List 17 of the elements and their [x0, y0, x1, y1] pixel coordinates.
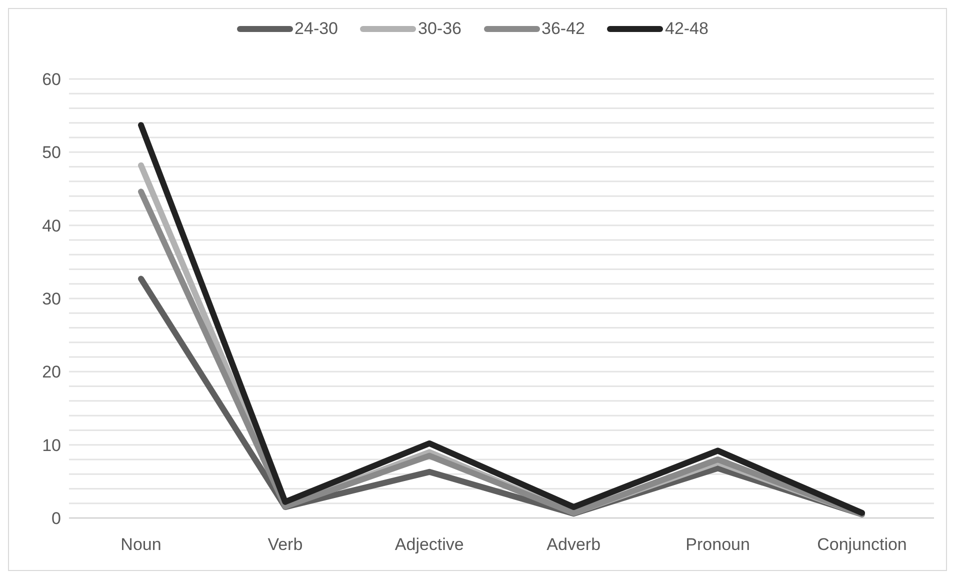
y-tick-label: 60 — [42, 70, 61, 90]
y-tick-label: 30 — [42, 290, 61, 309]
y-tick-label: 0 — [52, 509, 61, 528]
legend-label: 30-36 — [418, 19, 462, 39]
y-tick-label: 10 — [42, 436, 61, 455]
y-tick-label: 20 — [42, 362, 61, 382]
x-tick-label: Pronoun — [686, 535, 750, 554]
legend-label: 36-42 — [542, 19, 585, 39]
y-tick-label: 50 — [42, 143, 61, 162]
x-tick-label: Verb — [268, 535, 303, 554]
x-tick-label: Adjective — [394, 535, 464, 554]
x-tick-label: Conjunction — [817, 535, 907, 554]
legend-label: 24-30 — [294, 19, 338, 39]
y-tick-label: 40 — [42, 216, 61, 236]
legend-label: 42-48 — [664, 19, 708, 39]
x-tick-label: Adverb — [546, 535, 601, 554]
x-tick-label: Noun — [120, 535, 162, 554]
